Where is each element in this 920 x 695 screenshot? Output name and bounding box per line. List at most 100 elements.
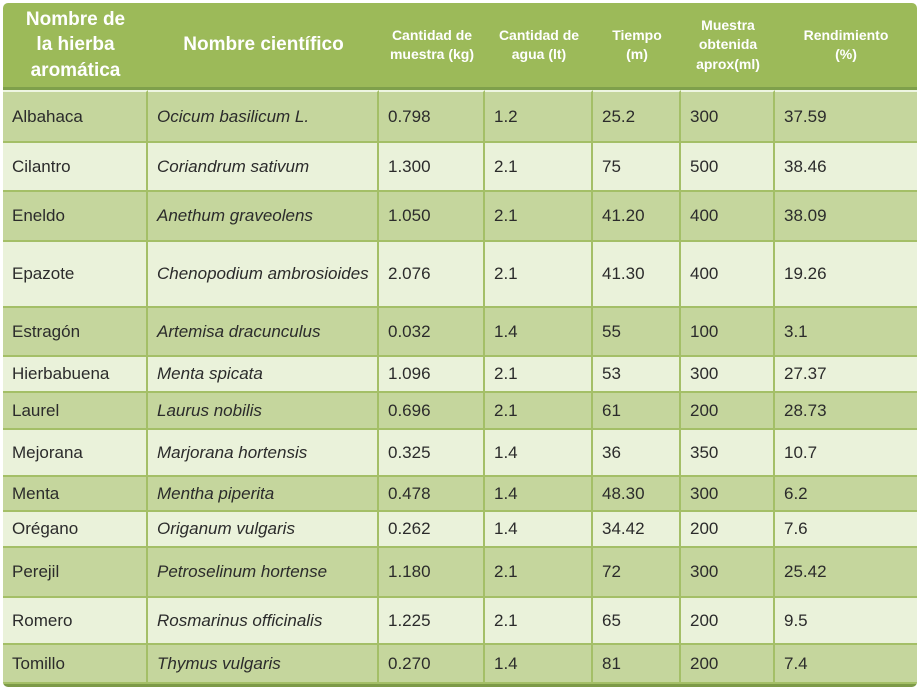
cell-time-m: 55 bbox=[593, 308, 681, 357]
cell-yield-pct: 6.2 bbox=[775, 477, 917, 512]
cell-herb: Menta bbox=[3, 477, 148, 512]
col-header-yield-pct: Rendimiento (%) bbox=[775, 3, 917, 90]
cell-water-lt: 1.4 bbox=[485, 308, 593, 357]
cell-herb: Cilantro bbox=[3, 143, 148, 192]
cell-sample-ml: 100 bbox=[681, 308, 775, 357]
table-row: Eneldo Anethum graveolens 1.050 2.1 41.2… bbox=[3, 192, 917, 242]
cell-time-m: 41.30 bbox=[593, 242, 681, 308]
cell-sample-kg: 2.076 bbox=[379, 242, 485, 308]
cell-yield-pct: 3.1 bbox=[775, 308, 917, 357]
cell-yield-pct: 28.73 bbox=[775, 393, 917, 430]
cell-time-m: 81 bbox=[593, 645, 681, 684]
col-header-time-m: Tiempo (m) bbox=[593, 3, 681, 90]
cell-scientific-name: Artemisa dracunculus bbox=[148, 308, 379, 357]
cell-herb: Tomillo bbox=[3, 645, 148, 684]
cell-scientific-name: Petroselinum hortense bbox=[148, 548, 379, 598]
cell-yield-pct: 27.37 bbox=[775, 357, 917, 393]
cell-herb: Laurel bbox=[3, 393, 148, 430]
cell-scientific-name: Mentha piperita bbox=[148, 477, 379, 512]
table-row: Orégano Origanum vulgaris 0.262 1.4 34.4… bbox=[3, 512, 917, 548]
cell-yield-pct: 7.4 bbox=[775, 645, 917, 684]
cell-yield-pct: 9.5 bbox=[775, 598, 917, 645]
cell-sample-ml: 400 bbox=[681, 242, 775, 308]
table-row: Romero Rosmarinus officinalis 1.225 2.1 … bbox=[3, 598, 917, 645]
cell-yield-pct: 38.09 bbox=[775, 192, 917, 242]
cell-scientific-name: Anethum graveolens bbox=[148, 192, 379, 242]
table-row: Menta Mentha piperita 0.478 1.4 48.30 30… bbox=[3, 477, 917, 512]
table-container: Nombre de la hierba aromática Nombre cie… bbox=[3, 3, 917, 687]
table-row: Tomillo Thymus vulgaris 0.270 1.4 81 200… bbox=[3, 645, 917, 684]
table-row: Mejorana Marjorana hortensis 0.325 1.4 3… bbox=[3, 430, 917, 477]
cell-sample-ml: 400 bbox=[681, 192, 775, 242]
cell-herb: Romero bbox=[3, 598, 148, 645]
cell-scientific-name: Marjorana hortensis bbox=[148, 430, 379, 477]
cell-water-lt: 2.1 bbox=[485, 548, 593, 598]
cell-scientific-name: Origanum vulgaris bbox=[148, 512, 379, 548]
col-header-sample-ml: Muestra obtenida aprox(ml) bbox=[681, 3, 775, 90]
cell-sample-kg: 0.325 bbox=[379, 430, 485, 477]
col-header-sample-kg: Cantidad de muestra (kg) bbox=[379, 3, 485, 90]
cell-water-lt: 2.1 bbox=[485, 357, 593, 393]
cell-water-lt: 1.4 bbox=[485, 430, 593, 477]
table-row: Estragón Artemisa dracunculus 0.032 1.4 … bbox=[3, 308, 917, 357]
cell-time-m: 61 bbox=[593, 393, 681, 430]
cell-time-m: 25.2 bbox=[593, 90, 681, 143]
cell-yield-pct: 7.6 bbox=[775, 512, 917, 548]
cell-sample-kg: 1.180 bbox=[379, 548, 485, 598]
cell-scientific-name: Laurus nobilis bbox=[148, 393, 379, 430]
cell-time-m: 75 bbox=[593, 143, 681, 192]
cell-herb: Hierbabuena bbox=[3, 357, 148, 393]
cell-yield-pct: 25.42 bbox=[775, 548, 917, 598]
cell-water-lt: 2.1 bbox=[485, 598, 593, 645]
cell-water-lt: 1.2 bbox=[485, 90, 593, 143]
cell-herb: Perejil bbox=[3, 548, 148, 598]
cell-scientific-name: Coriandrum sativum bbox=[148, 143, 379, 192]
cell-water-lt: 2.1 bbox=[485, 143, 593, 192]
cell-scientific-name: Rosmarinus officinalis bbox=[148, 598, 379, 645]
cell-yield-pct: 38.46 bbox=[775, 143, 917, 192]
cell-sample-ml: 500 bbox=[681, 143, 775, 192]
cell-sample-ml: 300 bbox=[681, 477, 775, 512]
cell-herb: Mejorana bbox=[3, 430, 148, 477]
cell-time-m: 53 bbox=[593, 357, 681, 393]
table-row: Hierbabuena Menta spicata 1.096 2.1 53 3… bbox=[3, 357, 917, 393]
table-bottom-border bbox=[3, 684, 917, 687]
table-row: Albahaca Ocicum basilicum L. 0.798 1.2 2… bbox=[3, 90, 917, 143]
cell-water-lt: 1.4 bbox=[485, 477, 593, 512]
cell-sample-kg: 1.096 bbox=[379, 357, 485, 393]
cell-sample-ml: 200 bbox=[681, 645, 775, 684]
cell-sample-ml: 200 bbox=[681, 393, 775, 430]
cell-herb: Eneldo bbox=[3, 192, 148, 242]
cell-yield-pct: 37.59 bbox=[775, 90, 917, 143]
col-header-water-lt: Cantidad de agua (lt) bbox=[485, 3, 593, 90]
cell-herb: Albahaca bbox=[3, 90, 148, 143]
cell-time-m: 36 bbox=[593, 430, 681, 477]
cell-sample-ml: 200 bbox=[681, 512, 775, 548]
cell-time-m: 48.30 bbox=[593, 477, 681, 512]
col-header-herb: Nombre de la hierba aromática bbox=[3, 3, 148, 90]
cell-scientific-name: Thymus vulgaris bbox=[148, 645, 379, 684]
header-row: Nombre de la hierba aromática Nombre cie… bbox=[3, 3, 917, 90]
cell-water-lt: 1.4 bbox=[485, 645, 593, 684]
cell-yield-pct: 19.26 bbox=[775, 242, 917, 308]
cell-sample-kg: 0.262 bbox=[379, 512, 485, 548]
cell-sample-ml: 200 bbox=[681, 598, 775, 645]
table-row: Perejil Petroselinum hortense 1.180 2.1 … bbox=[3, 548, 917, 598]
cell-sample-kg: 1.050 bbox=[379, 192, 485, 242]
cell-water-lt: 2.1 bbox=[485, 242, 593, 308]
col-header-scientific: Nombre científico bbox=[148, 3, 379, 90]
cell-herb: Estragón bbox=[3, 308, 148, 357]
cell-scientific-name: Menta spicata bbox=[148, 357, 379, 393]
table-row: Cilantro Coriandrum sativum 1.300 2.1 75… bbox=[3, 143, 917, 192]
cell-sample-kg: 1.300 bbox=[379, 143, 485, 192]
cell-yield-pct: 10.7 bbox=[775, 430, 917, 477]
cell-time-m: 65 bbox=[593, 598, 681, 645]
cell-water-lt: 2.1 bbox=[485, 393, 593, 430]
cell-sample-kg: 0.032 bbox=[379, 308, 485, 357]
cell-herb: Epazote bbox=[3, 242, 148, 308]
cell-sample-kg: 0.478 bbox=[379, 477, 485, 512]
cell-water-lt: 1.4 bbox=[485, 512, 593, 548]
cell-sample-ml: 350 bbox=[681, 430, 775, 477]
table-row: Epazote Chenopodium ambrosioides 2.076 2… bbox=[3, 242, 917, 308]
